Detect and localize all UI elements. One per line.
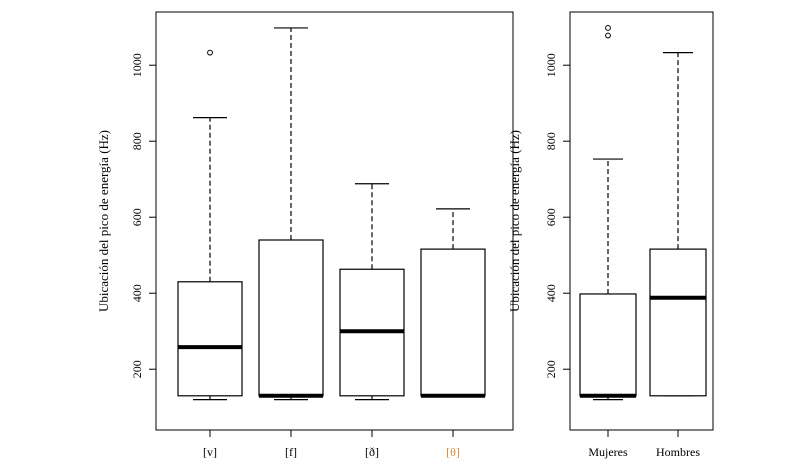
y-tick-label: 1000 bbox=[544, 53, 558, 77]
y-tick-label: 200 bbox=[130, 360, 144, 378]
box-2: [f] bbox=[258, 27, 324, 459]
outlier-point bbox=[605, 25, 611, 31]
y-axis-label: Ubicación del pico de energía (Hz) bbox=[507, 130, 522, 312]
chart-panel-1: 200 400 600 800 1000 Ubicación del pico de en… bbox=[96, 11, 514, 459]
outlier-point bbox=[605, 32, 611, 39]
y-tick-label: 800 bbox=[130, 132, 144, 150]
outlier-point bbox=[207, 49, 213, 56]
box-rect bbox=[258, 239, 324, 397]
box-4: [θ] bbox=[420, 208, 486, 459]
category-label: [ð] bbox=[365, 445, 379, 459]
y-tick-label: 600 bbox=[544, 208, 558, 226]
y-axis-label: Ubicación del pico de energía (Hz) bbox=[96, 130, 111, 312]
category-label: [v] bbox=[203, 445, 217, 459]
plot-frame bbox=[569, 11, 714, 431]
y-tick-label: 1000 bbox=[130, 53, 144, 77]
box-2: Hombres bbox=[649, 52, 707, 459]
y-tick-label: 800 bbox=[544, 132, 558, 150]
box-rect bbox=[649, 248, 707, 397]
box-3: [ð] bbox=[339, 183, 405, 459]
y-tick-label: 400 bbox=[544, 284, 558, 302]
y-tick-label: 400 bbox=[130, 284, 144, 302]
box-1: Mujeres bbox=[579, 25, 637, 459]
category-label: Mujeres bbox=[588, 445, 628, 459]
box-rect bbox=[177, 281, 243, 397]
chart-panel-2: 200 400 600 800 1000 Ubicación del pico de en… bbox=[507, 11, 714, 459]
category-label: [f] bbox=[285, 445, 297, 459]
box-1: [v] bbox=[177, 49, 243, 459]
box-rect bbox=[579, 293, 637, 397]
plot-frame bbox=[155, 11, 514, 431]
category-label: Hombres bbox=[656, 445, 700, 459]
y-tick-label: 200 bbox=[544, 360, 558, 378]
category-label: [θ] bbox=[446, 445, 460, 459]
box-rect bbox=[420, 248, 486, 397]
y-tick-label: 600 bbox=[130, 208, 144, 226]
